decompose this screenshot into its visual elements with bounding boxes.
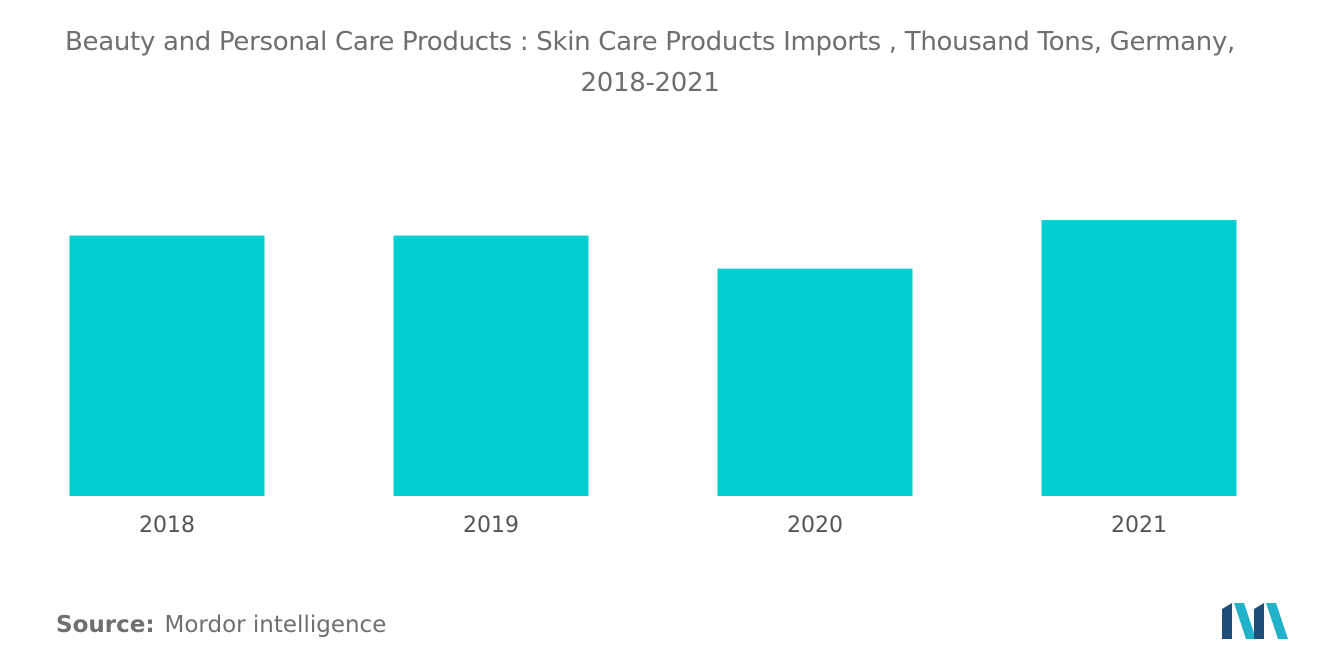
bar-2020 — [717, 268, 913, 496]
chart-title: Beauty and Personal Care Products : Skin… — [0, 22, 1300, 104]
x-tick-label-2020: 2020 — [787, 513, 843, 538]
bar-2021 — [1041, 220, 1237, 496]
chart-title-line-2: 2018-2021 — [580, 68, 720, 98]
bar-2018 — [69, 235, 265, 496]
source-text: Mordor intelligence — [164, 612, 387, 638]
chart-title-line-1: Beauty and Personal Care Products : Skin… — [65, 27, 1235, 57]
x-tick-label-2019: 2019 — [463, 513, 519, 538]
logo-shape-1 — [1222, 603, 1232, 639]
mordor-intelligence-logo-icon — [1222, 603, 1288, 639]
logo-shape-2 — [1234, 603, 1256, 639]
bar-chart: 2018 2019 2020 2021 — [69, 220, 1237, 538]
source-note: Source: Mordor intelligence — [56, 612, 386, 638]
bar-2019 — [393, 235, 589, 496]
source-label: Source: — [56, 612, 155, 638]
logo-shape-4 — [1266, 603, 1288, 639]
logo-shape-3 — [1254, 603, 1264, 639]
x-tick-label-2021: 2021 — [1111, 513, 1167, 538]
x-tick-label-2018: 2018 — [139, 513, 195, 538]
